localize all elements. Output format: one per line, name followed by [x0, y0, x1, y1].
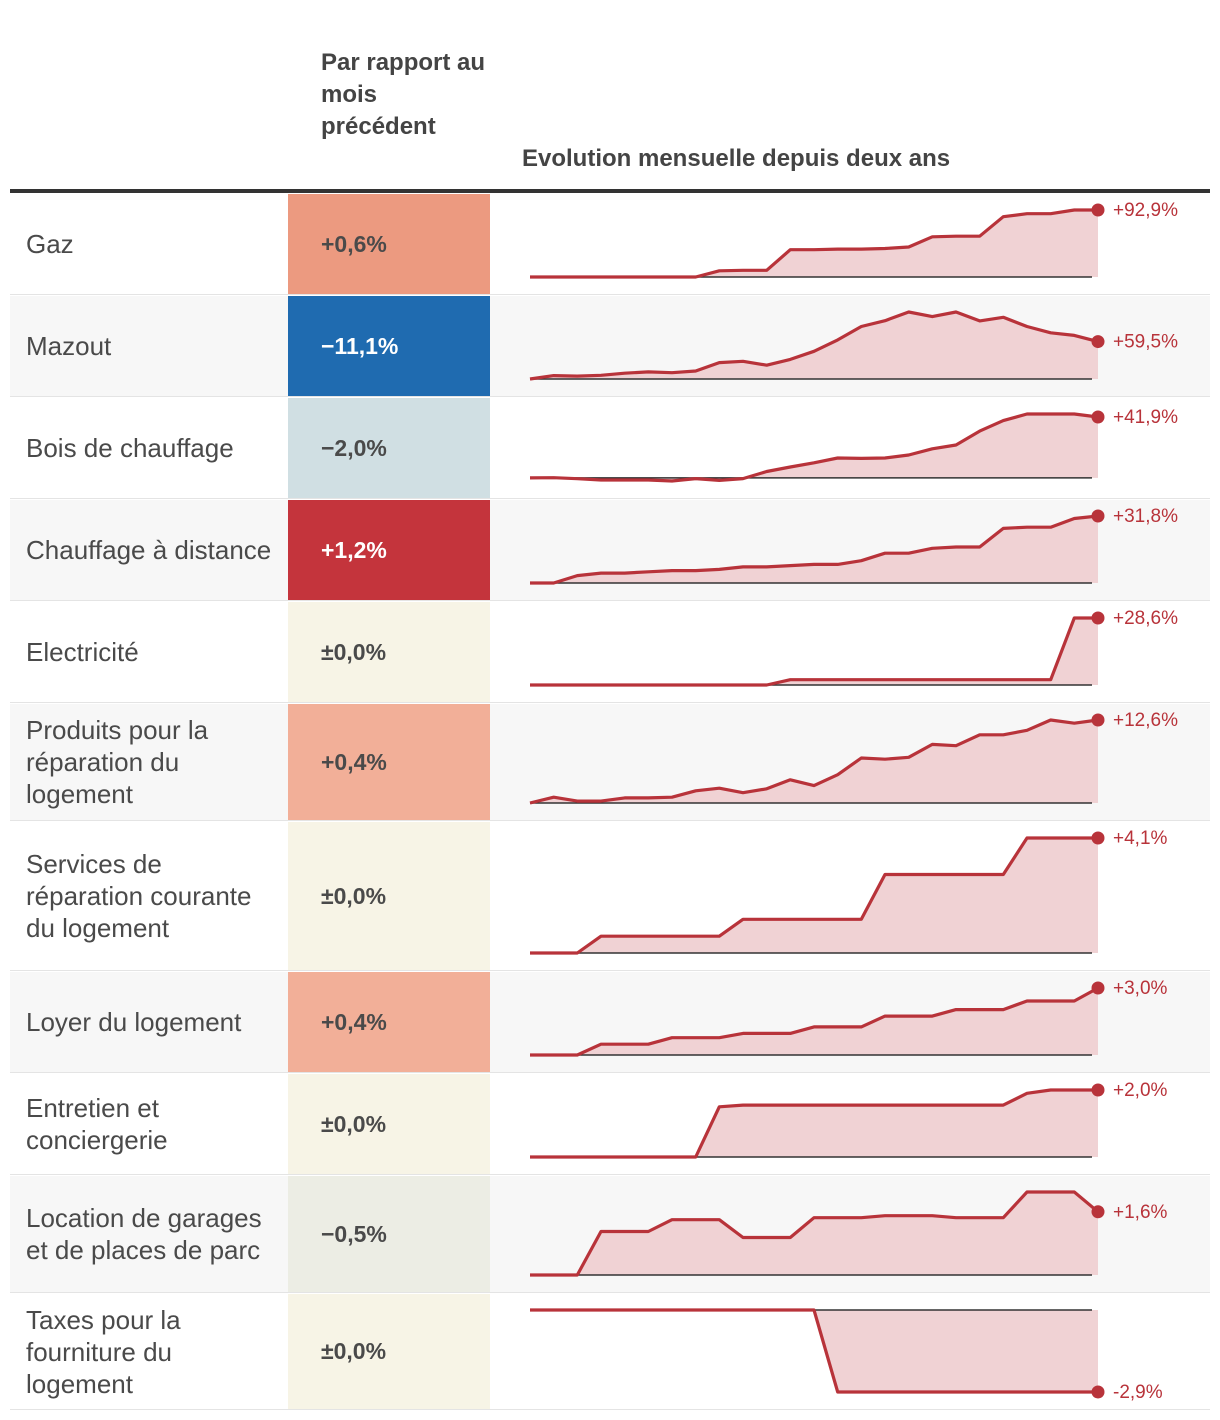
row-label: Mazout — [26, 331, 112, 361]
row-label: Produits pour la réparation du logement — [26, 715, 209, 809]
header-evolution-column: Evolution mensuelle depuis deux ans — [522, 145, 951, 172]
table-row: Taxes pour la fourniture du logement ±0,0… — [10, 1294, 1210, 1410]
row-label: Electricité — [26, 637, 139, 667]
change-cell: −2,0% — [288, 398, 490, 498]
table-row: Chauffage à distance +1,2% — [10, 500, 1210, 601]
row-label: Location de garages et de places de parc — [26, 1203, 262, 1265]
row-label: Gaz — [26, 229, 74, 259]
row-label: Bois de chauffage — [26, 433, 234, 463]
change-cell: +0,6% — [288, 194, 490, 294]
table-row: Produits pour la réparation du logement +… — [10, 704, 1210, 821]
change-cell: −0,5% — [288, 1176, 490, 1292]
table-row: Entretien et conciergerie ±0,0% — [10, 1074, 1210, 1175]
table-row: Electricité ±0,0% — [10, 602, 1210, 703]
table-row: Mazout −11,1% — [10, 296, 1210, 397]
row-label: Taxes pour la fourniture du logement — [26, 1304, 181, 1399]
change-cell: +0,4% — [288, 972, 490, 1072]
row-label: Services de réparation courante du logem… — [26, 849, 252, 943]
header-change-column: Par rapport au mois précédent — [321, 49, 486, 140]
change-cell: +0,4% — [288, 704, 490, 820]
change-cell: −11,1% — [288, 296, 490, 396]
table-row: Bois de chauffage −2,0% — [10, 398, 1210, 499]
table-row: Loyer du logement +0,4% — [10, 972, 1210, 1073]
change-cell: ±0,0% — [288, 602, 490, 702]
table-row: Location de garages et de places de parc… — [10, 1176, 1210, 1293]
change-cell: ±0,0% — [288, 1074, 490, 1174]
row-label: Loyer du logement — [26, 1007, 242, 1037]
change-cell: ±0,0% — [288, 1294, 490, 1409]
header-rule — [10, 189, 1210, 193]
table-row: Services de réparation courante du logem… — [10, 822, 1210, 971]
row-label: Chauffage à distance — [26, 535, 272, 565]
change-cell: +1,2% — [288, 500, 490, 600]
table-row: Gaz +0,6% — [10, 194, 1210, 295]
row-label: Entretien et conciergerie — [26, 1093, 168, 1155]
change-cell: ±0,0% — [288, 822, 490, 970]
